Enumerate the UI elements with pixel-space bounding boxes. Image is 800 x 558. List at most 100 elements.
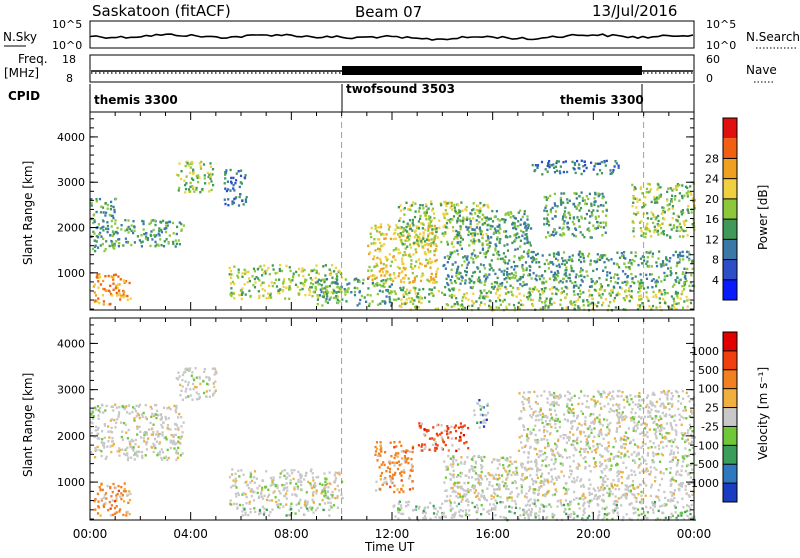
data-cell: [413, 287, 415, 289]
power-scatter-cells: [90, 160, 696, 312]
data-cell: [482, 242, 484, 244]
data-cell: [321, 284, 323, 286]
data-cell: [609, 490, 611, 492]
data-cell: [261, 489, 263, 491]
data-cell: [631, 290, 633, 292]
data-cell: [514, 222, 516, 224]
data-cell: [641, 502, 643, 504]
data-cell: [268, 297, 270, 299]
data-cell: [244, 514, 246, 516]
data-cell: [404, 207, 406, 209]
data-cell: [524, 495, 526, 497]
data-cell: [386, 258, 388, 260]
data-cell: [594, 282, 596, 284]
data-cell: [590, 278, 592, 280]
data-cell: [446, 303, 448, 305]
data-cell: [447, 455, 449, 457]
data-cell: [680, 512, 682, 514]
data-cell: [170, 440, 172, 442]
data-cell: [597, 253, 599, 255]
data-cell: [637, 280, 639, 282]
data-cell: [582, 300, 584, 302]
data-cell: [358, 302, 360, 304]
data-cell: [574, 281, 576, 283]
nsky-trace: [91, 34, 693, 40]
data-cell: [409, 475, 411, 477]
data-cell: [435, 231, 437, 233]
data-cell: [329, 285, 331, 287]
data-cell: [511, 294, 513, 296]
data-cell: [551, 287, 553, 289]
data-cell: [544, 270, 546, 272]
data-cell: [633, 227, 635, 229]
data-cell: [610, 277, 612, 279]
data-cell: [553, 167, 555, 169]
data-cell: [98, 506, 100, 508]
data-cell: [424, 507, 426, 509]
data-cell: [412, 272, 414, 274]
data-cell: [94, 498, 96, 500]
data-cell: [283, 280, 285, 282]
data-cell: [496, 502, 498, 504]
data-cell: [578, 253, 580, 255]
data-cell: [405, 202, 407, 204]
data-cell: [597, 504, 599, 506]
data-cell: [587, 198, 589, 200]
data-cell: [577, 293, 579, 295]
data-cell: [659, 306, 661, 308]
data-cell: [587, 275, 589, 277]
data-cell: [429, 232, 431, 234]
data-cell: [106, 289, 108, 291]
data-cell: [402, 287, 404, 289]
data-cell: [460, 422, 462, 424]
data-cell: [107, 204, 109, 206]
data-cell: [398, 511, 400, 513]
data-cell: [168, 242, 170, 244]
data-cell: [474, 229, 476, 231]
data-cell: [559, 499, 561, 501]
data-cell: [654, 202, 656, 204]
data-cell: [204, 182, 206, 184]
data-cell: [277, 506, 279, 508]
data-cell: [563, 171, 565, 173]
data-cell: [117, 227, 119, 229]
data-cell: [176, 452, 178, 454]
data-cell: [286, 497, 288, 499]
data-cell: [513, 274, 515, 276]
data-cell: [315, 264, 317, 266]
data-cell: [614, 165, 616, 167]
data-cell: [676, 219, 678, 221]
data-cell: [231, 473, 233, 475]
data-cell: [427, 229, 429, 231]
data-cell: [633, 197, 635, 199]
data-cell: [131, 439, 133, 441]
data-cell: [334, 488, 336, 490]
data-cell: [652, 255, 654, 257]
data-cell: [667, 500, 669, 502]
data-cell: [244, 283, 246, 285]
data-cell: [371, 269, 373, 271]
data-cell: [539, 278, 541, 280]
data-cell: [567, 503, 569, 505]
data-cell: [465, 475, 467, 477]
data-cell: [649, 183, 651, 185]
data-cell: [270, 477, 272, 479]
data-cell: [109, 303, 111, 305]
data-cell: [317, 507, 319, 509]
data-cell: [300, 481, 302, 483]
data-cell: [160, 229, 162, 231]
data-cell: [273, 282, 275, 284]
data-cell: [442, 213, 444, 215]
data-cell: [675, 187, 677, 189]
data-cell: [618, 167, 620, 169]
data-cell: [364, 296, 366, 298]
data-cell: [678, 216, 680, 218]
data-cell: [442, 265, 444, 267]
data-cell: [476, 226, 478, 228]
data-cell: [492, 269, 494, 271]
data-cell: [489, 300, 491, 302]
data-cell: [659, 505, 661, 507]
data-cell: [633, 260, 635, 262]
data-cell: [185, 165, 187, 167]
data-cell: [647, 300, 649, 302]
